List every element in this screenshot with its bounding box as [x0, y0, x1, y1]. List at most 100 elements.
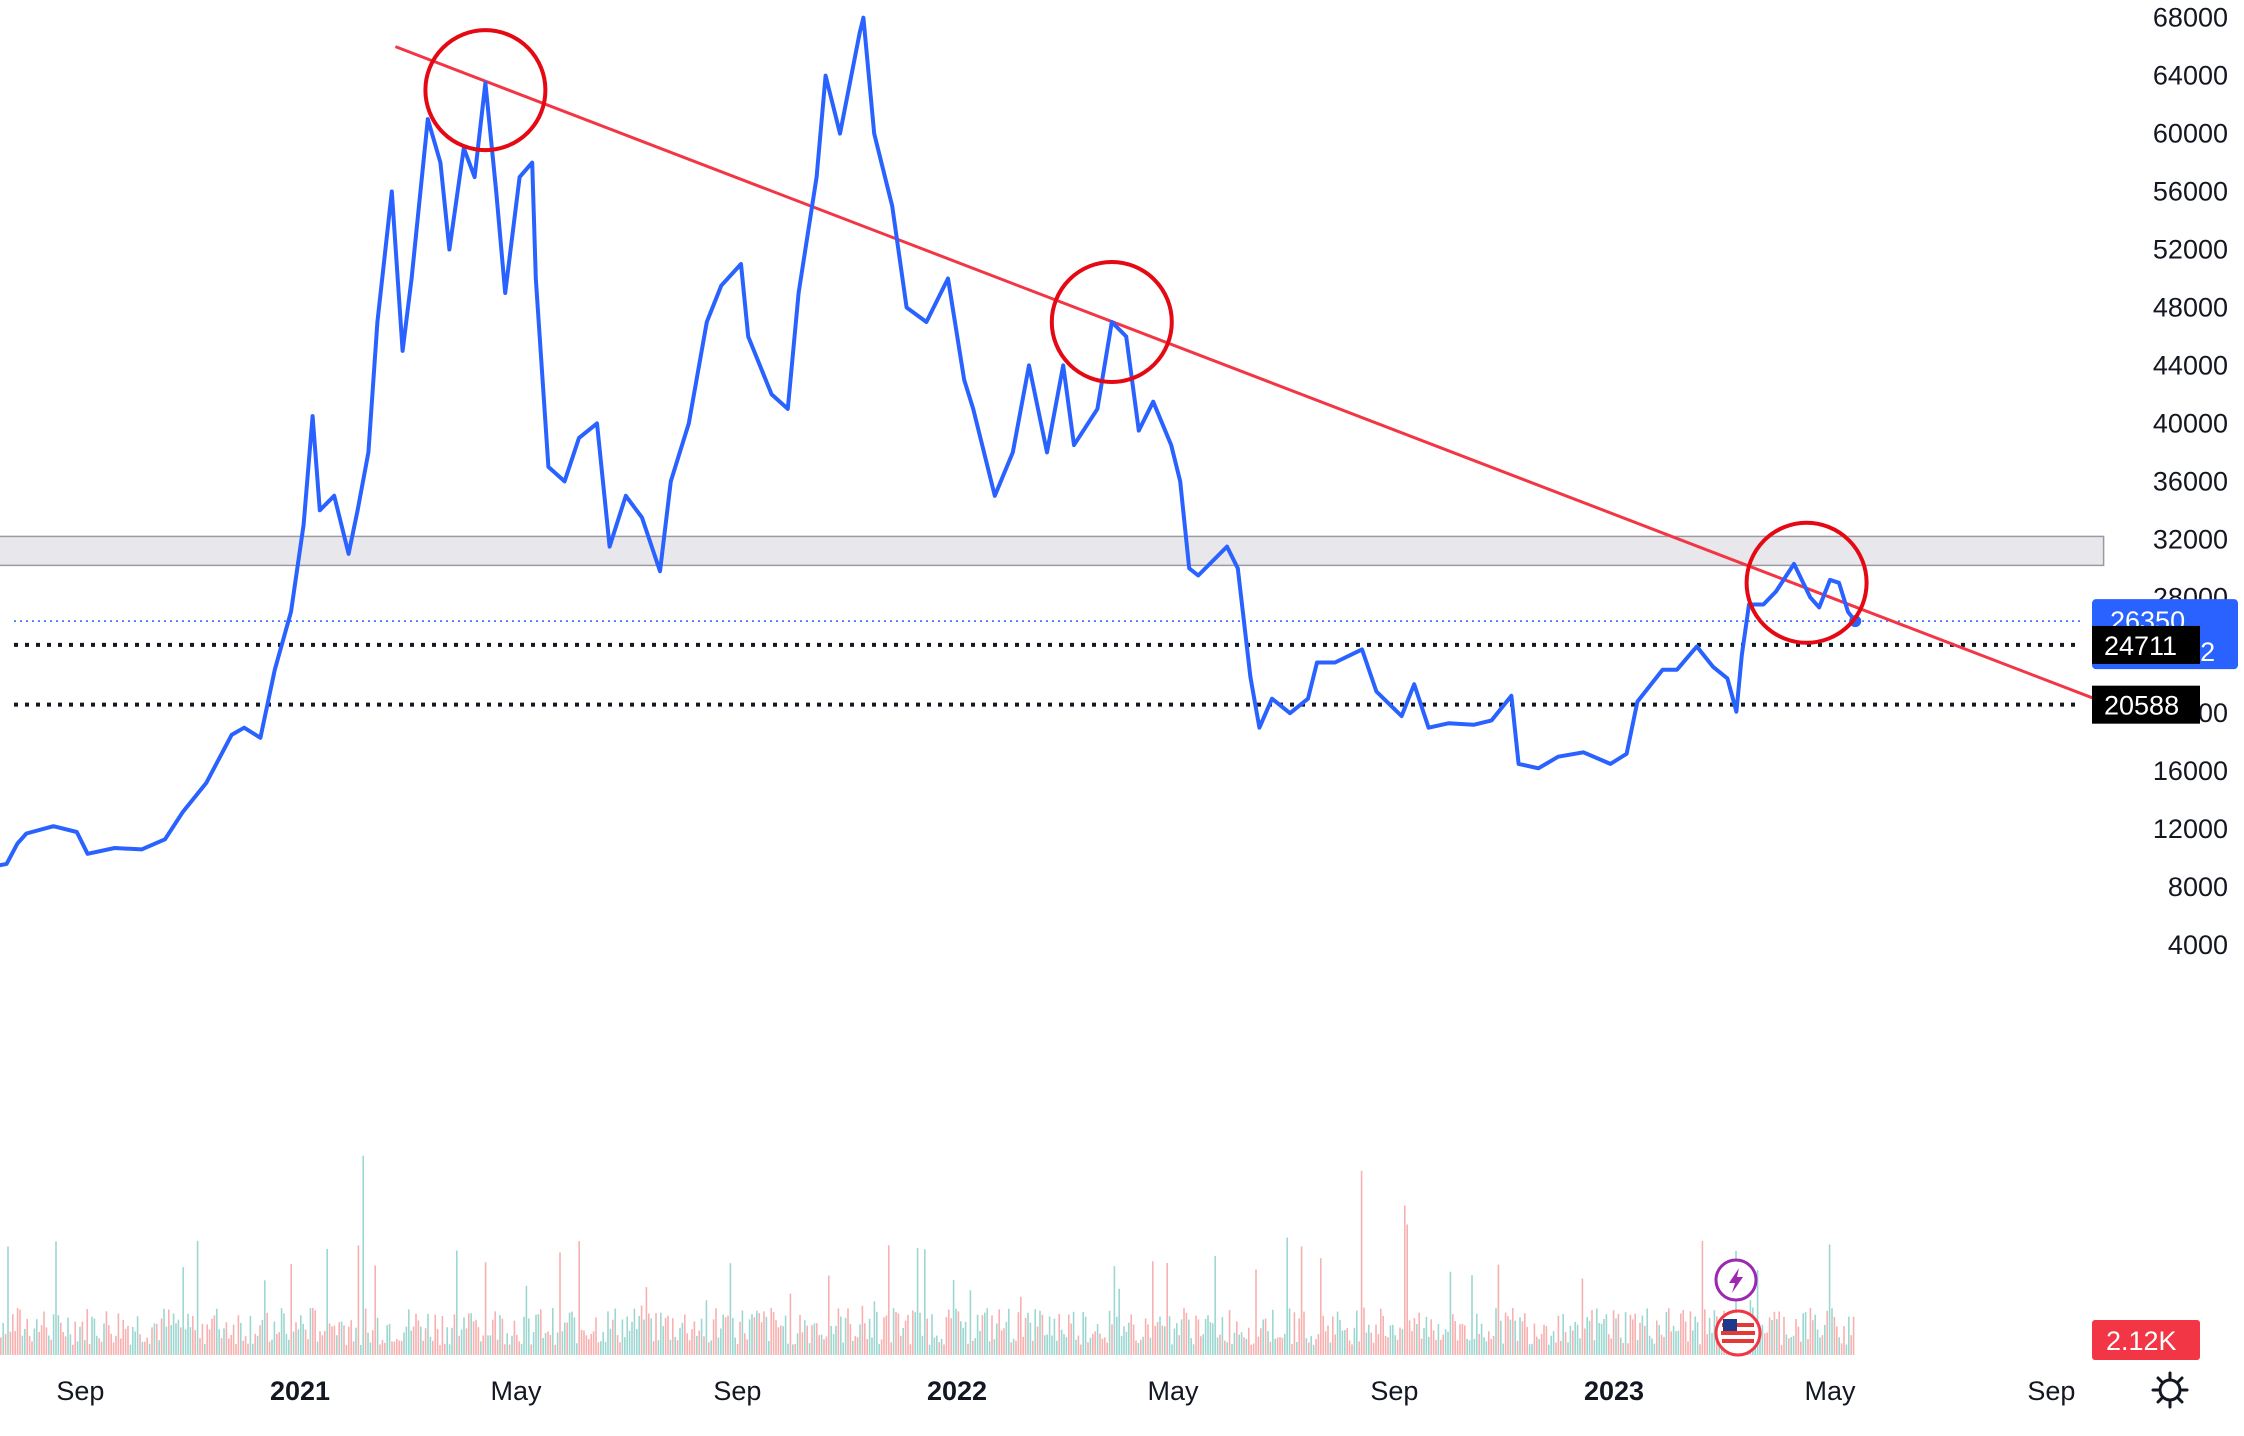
volume-bar — [1348, 1340, 1351, 1355]
volume-bar — [1452, 1314, 1454, 1355]
volume-bar — [470, 1313, 472, 1355]
volume-bar — [1082, 1311, 1084, 1355]
volume-bar — [492, 1319, 494, 1355]
volume-bar — [1596, 1308, 1598, 1355]
volume-bar — [218, 1329, 220, 1355]
volume-bar — [1404, 1205, 1406, 1355]
y-tick-label: 16000 — [2153, 756, 2228, 786]
volume-bar — [180, 1327, 182, 1355]
volume-bar — [1428, 1336, 1430, 1355]
volume-bar — [1144, 1318, 1147, 1355]
volume-bar — [441, 1316, 444, 1355]
volume-bar — [396, 1339, 398, 1355]
volume-bar — [1814, 1314, 1816, 1355]
volume-bar — [1783, 1316, 1785, 1355]
volume-bar — [1260, 1328, 1262, 1355]
volume-bar — [208, 1329, 211, 1355]
volume-bar — [1092, 1333, 1094, 1355]
volume-bar — [1346, 1328, 1348, 1355]
volume-bar — [1387, 1337, 1389, 1355]
volume-bar — [163, 1308, 165, 1355]
volume-bar — [381, 1340, 384, 1355]
volume-bar — [405, 1326, 408, 1355]
volume-bar — [1821, 1335, 1824, 1355]
volume-bar — [1492, 1335, 1495, 1355]
trendline[interactable] — [394, 45, 2096, 701]
volume-bar — [235, 1343, 237, 1355]
volume-bar — [244, 1336, 247, 1355]
volume-bar — [1845, 1344, 1848, 1355]
volume-bar — [847, 1308, 849, 1355]
volume-bar — [1540, 1334, 1543, 1355]
volume-bar — [1267, 1331, 1269, 1355]
volume-bar — [1574, 1321, 1576, 1355]
volume-bar — [1708, 1317, 1711, 1355]
volume-bar — [1156, 1321, 1159, 1355]
volume-bar — [1216, 1337, 1219, 1355]
volume-bar — [1420, 1338, 1423, 1355]
x-tick-label: 2021 — [270, 1376, 330, 1406]
volume-bar — [1456, 1340, 1459, 1355]
volume-bar — [1812, 1320, 1814, 1355]
volume-bar — [631, 1322, 633, 1355]
y-axis[interactable]: 68000 64000 60000 56000 52000 48000 44000 40000… — [2153, 3, 2228, 960]
x-axis[interactable]: Sep 2021 May Sep 2022 May Sep 2023 May Sep — [56, 1376, 2075, 1406]
volume-bar — [1552, 1331, 1555, 1355]
volume-bar — [1701, 1240, 1704, 1355]
gear-icon[interactable] — [2151, 1371, 2189, 1409]
volume-bar — [1461, 1323, 1464, 1355]
volume-bar — [729, 1263, 732, 1355]
volume-bar — [321, 1335, 324, 1355]
volume-bar — [38, 1332, 40, 1355]
volume-bar — [895, 1312, 897, 1355]
volume-bar — [1032, 1340, 1034, 1355]
volume-bar — [1017, 1312, 1020, 1355]
volume-bar — [1116, 1316, 1118, 1355]
volume-bar — [739, 1321, 741, 1355]
volume-bar — [537, 1314, 540, 1355]
volume-bar — [1039, 1310, 1041, 1355]
volume-bar — [712, 1319, 715, 1355]
volume-bar — [1178, 1335, 1180, 1355]
volume-bar — [933, 1337, 936, 1355]
volume-bar — [475, 1319, 477, 1355]
volume-bar — [1214, 1256, 1216, 1355]
volume-bar — [372, 1330, 374, 1355]
volume-bar — [1370, 1332, 1372, 1355]
volume-bar — [189, 1327, 192, 1355]
volume-bar — [669, 1339, 672, 1355]
volume-bar — [408, 1309, 410, 1355]
volume-bar — [1096, 1324, 1099, 1355]
volume-bar — [1576, 1324, 1579, 1355]
volume-bar — [1807, 1339, 1809, 1355]
volume-bar — [24, 1328, 26, 1355]
lightning-icon[interactable] — [1714, 1258, 1758, 1302]
volume-bar — [1516, 1340, 1519, 1355]
volume-bar — [676, 1340, 679, 1355]
volume-bar — [897, 1313, 900, 1355]
volume-bar — [1459, 1324, 1461, 1355]
volume-bar — [957, 1311, 960, 1355]
volume-bar — [1243, 1337, 1245, 1356]
volume-bar — [938, 1342, 940, 1355]
volume-bar — [597, 1342, 600, 1355]
volume-bar — [648, 1313, 650, 1355]
volume-bar — [844, 1317, 847, 1355]
volume-bar — [1089, 1337, 1092, 1355]
volume-bar — [364, 1308, 367, 1355]
volume-bar — [182, 1267, 184, 1355]
volume-bar — [525, 1285, 528, 1355]
volume-bar — [86, 1309, 88, 1355]
us-flag-icon[interactable] — [1714, 1309, 1762, 1357]
volume-bar — [1704, 1309, 1706, 1355]
volume-bar — [878, 1343, 880, 1355]
volume-bar — [211, 1318, 213, 1355]
volume-bar — [1447, 1331, 1449, 1355]
volume-bar — [1228, 1310, 1231, 1355]
volume-bar — [544, 1333, 547, 1355]
volume-bar — [1298, 1318, 1300, 1355]
volume-bar — [1293, 1312, 1296, 1355]
volume-bar — [1538, 1339, 1540, 1355]
volume-bar — [909, 1344, 912, 1355]
